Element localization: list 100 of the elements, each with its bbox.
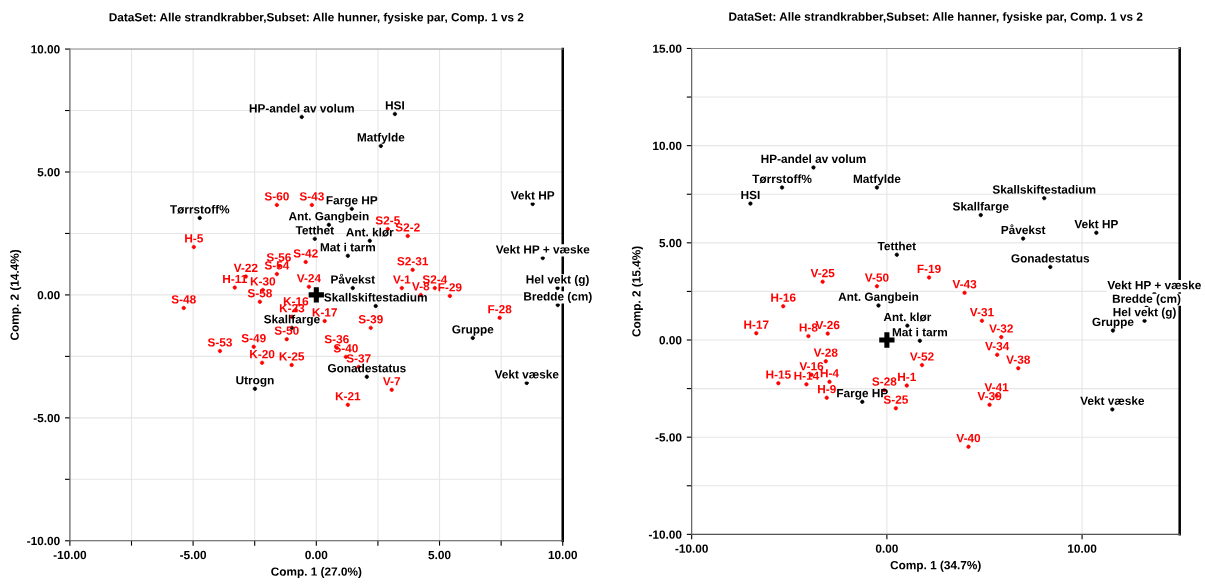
x-tick-label: 0.00 — [305, 550, 328, 560]
y-tick-label: -10.00 — [27, 536, 60, 546]
data-label: F-29 — [438, 283, 462, 292]
y-tick-label: -5.00 — [33, 413, 60, 423]
data-label: Mat i tarm — [892, 327, 948, 337]
data-label: Matfylde — [853, 174, 901, 186]
data-label: Gruppe — [452, 325, 494, 336]
data-label: S-37 — [346, 354, 371, 363]
data-label: V-8 — [412, 282, 430, 291]
data-label: Matfylde — [357, 132, 405, 144]
chart-title: DataSet: Alle strandkrabber,Subset: Alle hunner, fysiske par, Comp. 1 vs 2 — [109, 12, 524, 24]
data-label: S2-31 — [397, 257, 429, 266]
data-label: HP-andel av volum — [249, 103, 354, 113]
x-tick-label: 10.00 — [548, 550, 578, 560]
data-label: H-1 — [898, 372, 916, 381]
y-tick-label: 0.00 — [659, 336, 682, 345]
y-tick-label: 10.00 — [31, 45, 60, 54]
data-label: H-8 — [799, 323, 818, 332]
data-label: V-34 — [985, 342, 1010, 351]
data-label: Vekt væske — [494, 369, 559, 379]
data-label: Skallfarge — [952, 201, 1009, 213]
data-label: V-28 — [813, 348, 838, 357]
data-label: Skallskiftestadium — [992, 185, 1096, 194]
data-label: Mat i tarm — [320, 242, 375, 252]
data-label: Påvekst — [331, 273, 375, 284]
data-label: S-60 — [264, 192, 289, 201]
data-label: V-24 — [296, 274, 321, 283]
data-label: V-7 — [382, 377, 401, 386]
data-label: V-52 — [909, 352, 934, 361]
data-label: Ant. Gangbein — [838, 292, 919, 304]
data-label: Utrogn — [236, 376, 274, 387]
x-tick-label: -10.00 — [53, 550, 87, 560]
chart-title: DataSet: Alle strandkrabber,Subset: Alle hanner, fysiske par, Comp. 1 vs 2 — [729, 12, 1143, 24]
data-label: S-28 — [872, 377, 897, 386]
y-axis-title: Comp. 2 (14.4%) — [10, 249, 22, 341]
data-label: V-26 — [815, 320, 840, 330]
data-label: V-38 — [1006, 355, 1031, 364]
data-label: Vekt HP — [1074, 219, 1118, 229]
data-label: S-53 — [207, 338, 232, 347]
data-label: Gonadestatus — [1011, 253, 1090, 263]
x-axis-title: Comp. 1 (34.7%) — [890, 560, 981, 572]
x-axis-title: Comp. 1 (27.0%) — [271, 567, 362, 579]
data-label: V-50 — [864, 273, 889, 282]
data-label: H-17 — [744, 320, 769, 329]
data-label: K-23 — [279, 304, 305, 313]
data-label: Bredde (cm) — [524, 291, 592, 303]
data-label: S-48 — [171, 295, 196, 304]
data-label: V-31 — [969, 307, 994, 317]
y-tick-label: 5.00 — [37, 168, 60, 177]
x-tick-label: 0.00 — [875, 544, 898, 553]
data-label: V-22 — [233, 263, 258, 272]
data-label: S-54 — [264, 261, 290, 270]
data-label: V-41 — [984, 383, 1009, 392]
y-tick-label: -10.00 — [648, 530, 682, 539]
data-label: Tørrstoff% — [752, 174, 812, 184]
data-label: Tetthet — [877, 241, 916, 251]
data-label: Ant. Gangbein — [288, 211, 369, 223]
data-label: S-40 — [333, 344, 358, 353]
data-label: H-5 — [185, 234, 204, 243]
data-label: H-15 — [766, 370, 791, 379]
data-label: F-28 — [488, 305, 512, 314]
data-label: S-36 — [324, 335, 349, 344]
data-label: S2-2 — [395, 223, 420, 232]
data-label: V-1 — [393, 275, 411, 284]
point — [308, 287, 324, 303]
data-label: Hel vekt (g) — [526, 274, 589, 286]
data-label: S-56 — [266, 253, 291, 262]
data-label: S2-5 — [375, 216, 400, 225]
data-label: S2-4 — [422, 275, 448, 284]
x-tick-label: -10.00 — [675, 544, 708, 553]
data-label: S-58 — [247, 289, 272, 298]
data-label: Hel vekt (g) — [1113, 307, 1176, 319]
data-label: F-19 — [917, 264, 941, 274]
data-label: V-25 — [810, 268, 835, 278]
x-tick-label: 5.00 — [428, 550, 451, 560]
data-label: Gruppe — [1092, 317, 1134, 329]
data-label: Ant. klør — [346, 227, 394, 237]
y-tick-label: 15.00 — [653, 44, 682, 53]
data-label: H-14 — [794, 371, 820, 380]
y-tick-label: 10.00 — [653, 141, 682, 151]
data-label: K-25 — [279, 352, 305, 361]
data-label: Vekt væske — [1080, 396, 1145, 405]
data-label: H-11 — [223, 274, 247, 284]
data-label: Gonadestatus — [327, 363, 406, 373]
data-label: K-16 — [283, 297, 309, 306]
data-label: V-16 — [799, 362, 824, 371]
data-label: K-20 — [250, 350, 275, 359]
point — [217, 348, 223, 354]
data-label: HP-andel av volum — [761, 154, 866, 163]
data-label: V-40 — [956, 433, 981, 443]
data-label: Vekt HP — [510, 190, 555, 200]
data-label: V-43 — [952, 280, 977, 289]
data-label: Ant. klør — [883, 312, 932, 322]
data-label: S-50 — [274, 326, 299, 335]
data-label: Vekt HP + væske — [495, 244, 590, 254]
data-label: Tørrstoff% — [170, 204, 230, 214]
data-label: H-16 — [771, 293, 796, 302]
data-label: HSI — [385, 101, 404, 110]
data-label: S-43 — [299, 192, 324, 201]
y-axis-title: Comp. 2 (15.4%) — [631, 246, 643, 337]
